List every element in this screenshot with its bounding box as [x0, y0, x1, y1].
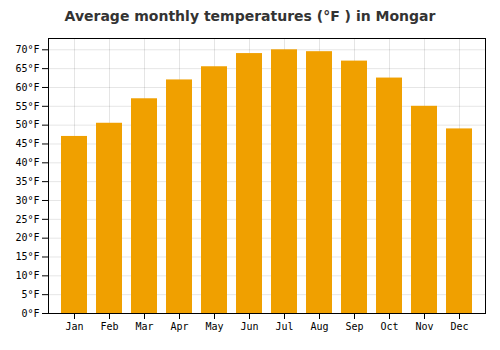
html-text:Average monthly temperatures (: Average monthly temperatures (°F ) in Mo…	[64, 8, 436, 24]
svg-text:40°F: 40°F	[15, 157, 39, 168]
svg-text:Aug: Aug	[310, 321, 328, 332]
svg-text:15°F: 15°F	[15, 251, 39, 262]
svg-text:0°F: 0°F	[21, 308, 39, 319]
svg-text:35°F: 35°F	[15, 176, 39, 187]
svg-text:Mar: Mar	[135, 321, 153, 332]
svg-text:Oct: Oct	[380, 321, 398, 332]
svg-text:Jan: Jan	[65, 321, 83, 332]
svg-text:60°F: 60°F	[15, 82, 39, 93]
svg-text:55°F: 55°F	[15, 101, 39, 112]
svg-text:45°F: 45°F	[15, 138, 39, 149]
svg-text:Jul: Jul	[275, 321, 293, 332]
svg-text:20°F: 20°F	[15, 232, 39, 243]
svg-text:30°F: 30°F	[15, 195, 39, 206]
svg-text:Nov: Nov	[415, 321, 433, 332]
svg-text:May: May	[205, 321, 223, 332]
svg-text:Feb: Feb	[100, 321, 118, 332]
svg-text:25°F: 25°F	[15, 214, 39, 225]
svg-text:5°F: 5°F	[21, 289, 39, 300]
svg-text:10°F: 10°F	[15, 270, 39, 281]
svg-text:Jun: Jun	[240, 321, 258, 332]
svg-text:Sep: Sep	[345, 321, 363, 332]
svg-text:Dec: Dec	[450, 321, 468, 332]
svg-text:70°F: 70°F	[15, 44, 39, 55]
svg-text:Apr: Apr	[170, 321, 188, 332]
svg-text:65°F: 65°F	[15, 63, 39, 74]
svg-text:50°F: 50°F	[15, 119, 39, 130]
